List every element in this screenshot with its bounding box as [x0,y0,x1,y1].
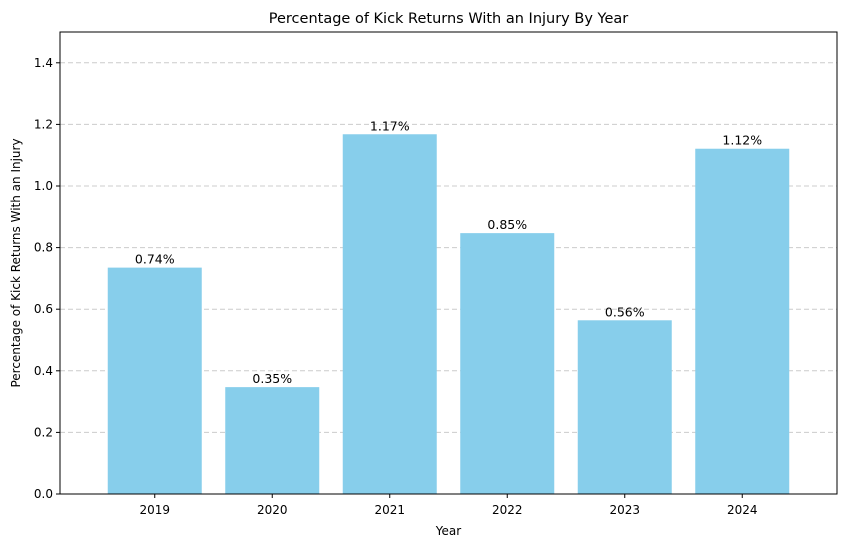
y-tick-label: 0.4 [34,364,53,378]
x-axis-ticks: 2019 2020 2021 2022 2023 2024 [139,494,758,517]
y-tick-label: 1.0 [34,179,53,193]
x-axis-title: Year [435,524,461,538]
bar-2024 [695,148,790,494]
bar-2020 [225,387,320,494]
y-tick-label: 0.2 [34,425,53,439]
bar-2021 [342,134,437,495]
x-tick-label: 2021 [374,503,405,517]
bar-2023 [577,320,672,494]
bar-value-labels: 0.74% 0.35% 1.17% 0.85% 0.56% 1.12% [135,118,762,386]
x-tick-label: 2023 [609,503,640,517]
x-tick-label: 2022 [492,503,523,517]
y-tick-label: 0.0 [34,487,53,501]
x-tick-label: 2019 [139,503,170,517]
plot-frame [59,31,838,495]
bars [107,134,790,495]
bar-value-label: 1.12% [722,133,762,148]
bar-value-label: 1.17% [370,118,410,133]
x-tick-label: 2024 [727,503,758,517]
bar-2019 [107,267,202,494]
y-tick-label: 1.2 [34,117,53,131]
bar-value-label: 0.74% [135,252,175,267]
bar-value-label: 0.56% [605,304,645,319]
bar-value-label: 0.35% [252,371,292,386]
y-tick-label: 0.8 [34,241,53,255]
x-tick-label: 2020 [257,503,288,517]
bar-value-label: 0.85% [487,217,527,232]
chart-title: Percentage of Kick Returns With an Injur… [269,11,628,27]
y-axis-ticks: 0.0 0.2 0.4 0.6 0.8 1.0 1.2 1.4 [34,56,60,501]
bar-2022 [460,233,555,494]
y-tick-label: 1.4 [34,56,53,70]
y-tick-label: 0.6 [34,302,53,316]
y-axis-title: Percentage of Kick Returns With an Injur… [9,138,23,387]
